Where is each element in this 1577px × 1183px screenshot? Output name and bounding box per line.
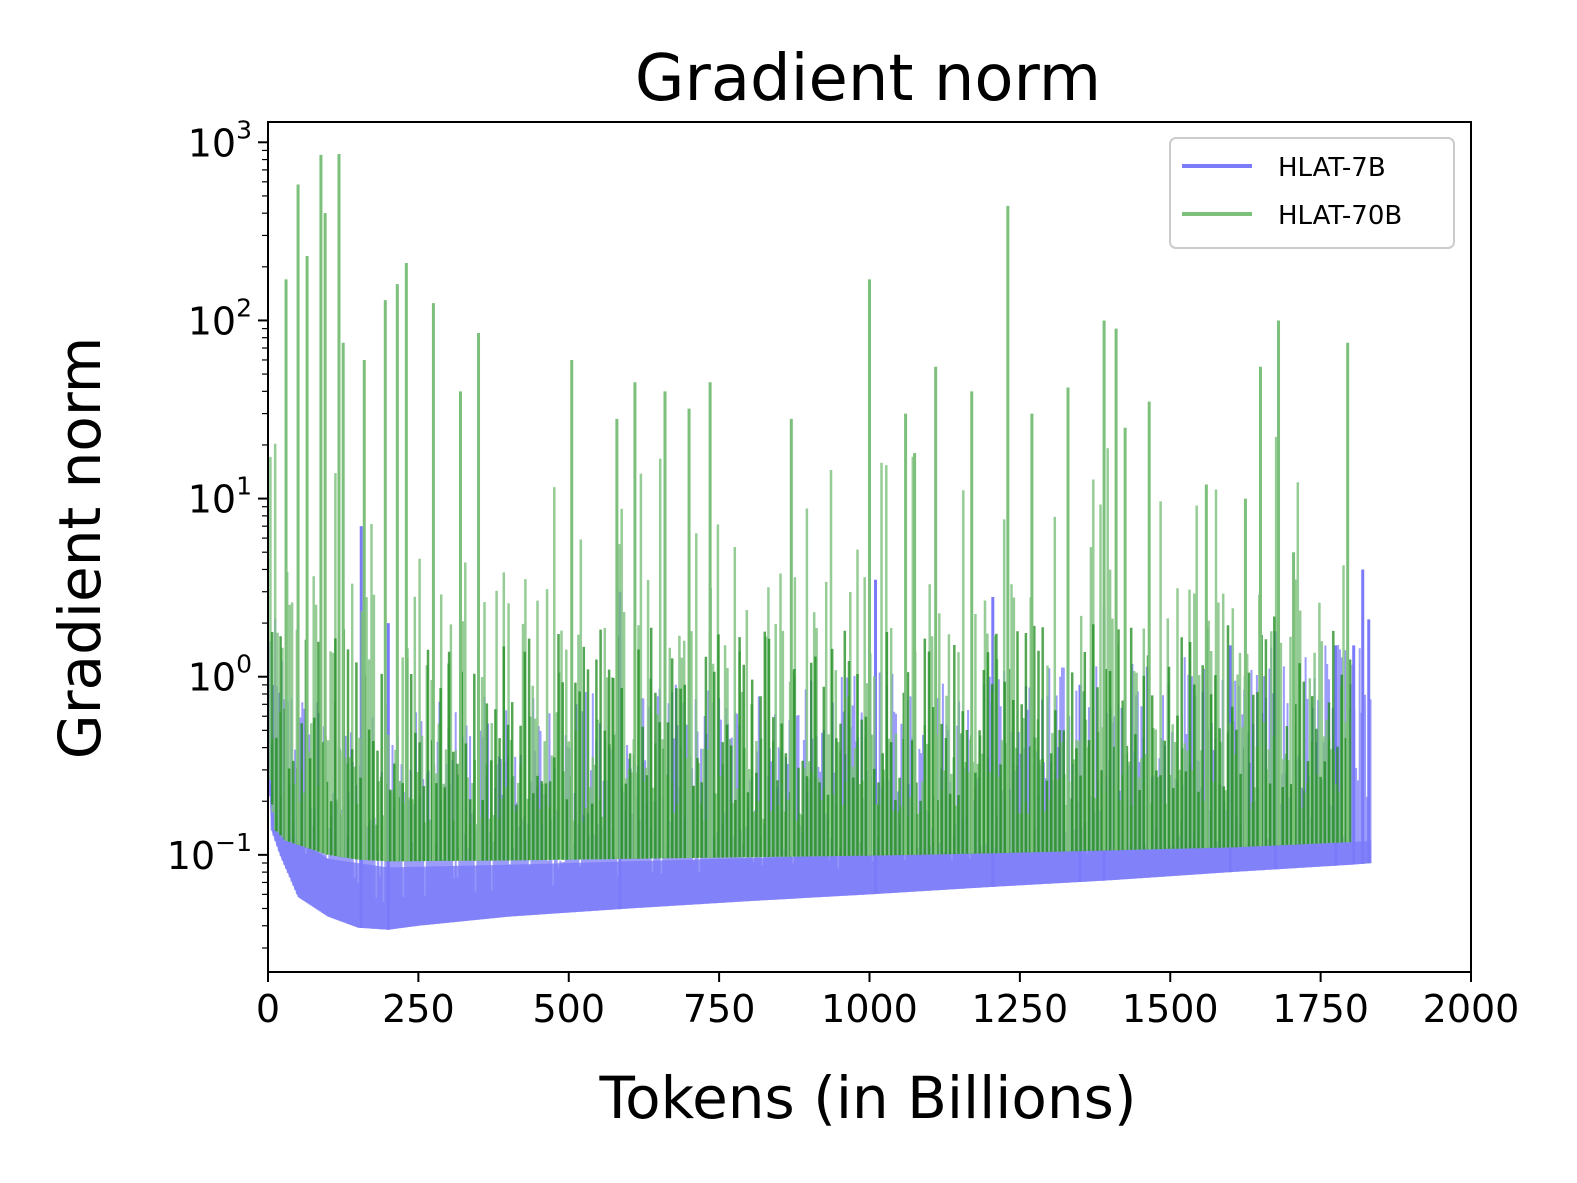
x-tick-label: 250 <box>382 987 455 1031</box>
x-tick-label: 1000 <box>821 987 918 1031</box>
x-tick-label: 0 <box>256 987 280 1031</box>
legend-label-hlat-7b: HLAT-7B <box>1278 153 1386 183</box>
y-axis-label: Gradient norm <box>46 337 114 759</box>
y-tick-label: 100 <box>188 650 252 700</box>
x-tick-label: 2000 <box>1423 987 1520 1031</box>
x-ticks: 0 250 500 750 1000 1250 1500 1750 2000 <box>256 972 1519 1031</box>
y-tick-label: 103 <box>188 115 252 165</box>
legend-label-hlat-70b: HLAT-70B <box>1278 201 1402 231</box>
x-tick-label: 500 <box>532 987 605 1031</box>
series-hlat-70b <box>269 153 1352 862</box>
y-ticks: 10−1 100 101 102 103 <box>167 115 268 949</box>
y-tick-label: 101 <box>188 472 252 522</box>
x-tick-label: 1500 <box>1122 987 1219 1031</box>
x-tick-label: 750 <box>683 987 756 1031</box>
y-tick-label: 102 <box>188 293 252 343</box>
x-axis-label: Tokens (in Billions) <box>599 1064 1137 1132</box>
chart-title: Gradient norm <box>635 42 1101 116</box>
series-layer <box>268 153 1372 930</box>
x-tick-label: 1750 <box>1272 987 1369 1031</box>
legend: HLAT-7B HLAT-70B <box>1169 137 1455 249</box>
x-tick-label: 1250 <box>972 987 1069 1031</box>
y-tick-label: 10−1 <box>167 828 252 878</box>
